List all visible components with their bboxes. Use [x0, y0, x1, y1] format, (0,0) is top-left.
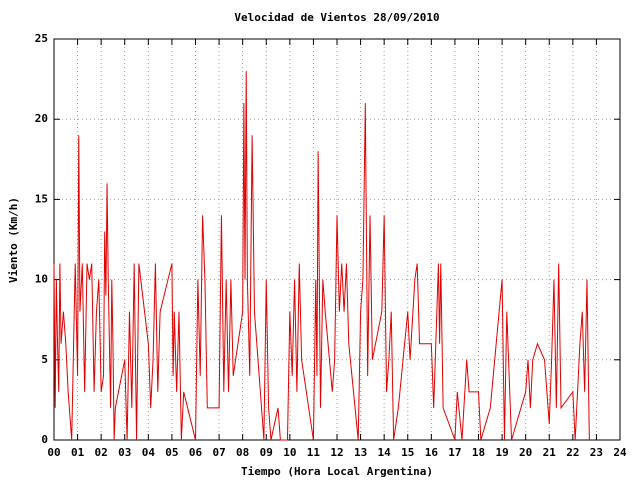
x-tick-label: 22 [566, 446, 579, 459]
y-tick-label: 15 [35, 192, 48, 205]
x-tick-label: 21 [543, 446, 557, 459]
x-tick-label: 10 [283, 446, 296, 459]
x-tick-label: 14 [378, 446, 392, 459]
x-tick-label: 12 [330, 446, 343, 459]
y-tick-label: 5 [41, 353, 48, 366]
y-tick-label: 10 [35, 273, 48, 286]
x-tick-label: 04 [142, 446, 156, 459]
data-line [53, 71, 590, 441]
x-tick-label: 07 [212, 446, 225, 459]
x-tick-label: 11 [307, 446, 321, 459]
y-tick-label: 20 [35, 112, 48, 125]
x-tick-label: 13 [354, 446, 367, 459]
x-tick-label: 15 [401, 446, 414, 459]
y-tick-label: 0 [41, 433, 48, 446]
x-tick-label: 06 [189, 446, 203, 459]
x-tick-label: 09 [260, 446, 273, 459]
x-tick-label: 20 [519, 446, 532, 459]
x-tick-label: 03 [118, 446, 131, 459]
x-tick-label: 02 [95, 446, 108, 459]
x-tick-label: 18 [472, 446, 485, 459]
x-tick-label: 19 [495, 446, 508, 459]
x-tick-label: 05 [165, 446, 178, 459]
x-axis-label: Tiempo (Hora Local Argentina) [241, 465, 433, 478]
chart-title: Velocidad de Vientos 28/09/2010 [234, 11, 439, 24]
y-axis-label: Viento (Km/h) [7, 197, 20, 283]
x-tick-label: 17 [448, 446, 461, 459]
y-tick-label: 25 [35, 32, 48, 45]
plot-frame [53, 38, 621, 441]
x-tick-label: 08 [236, 446, 249, 459]
x-tick-label: 24 [613, 446, 627, 459]
x-tick-label: 01 [71, 446, 85, 459]
x-tick-label: 00 [47, 446, 60, 459]
x-tick-label: 23 [590, 446, 603, 459]
x-tick-label: 16 [425, 446, 439, 459]
